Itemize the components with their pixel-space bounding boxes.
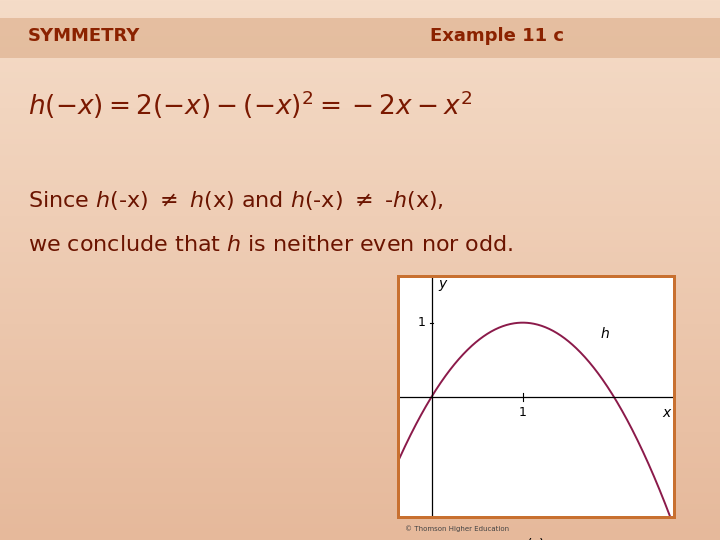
Text: (c): (c) bbox=[527, 537, 546, 540]
Bar bbox=[397, 275, 676, 519]
Text: Since $h$(-x) $\neq$ $h$(x) and $h$(-x) $\neq$ -$h$(x),: Since $h$(-x) $\neq$ $h$(x) and $h$(-x) … bbox=[28, 188, 444, 212]
Text: Example 11 c: Example 11 c bbox=[430, 27, 564, 45]
Text: 1: 1 bbox=[418, 316, 425, 329]
Text: h: h bbox=[600, 327, 609, 341]
Text: SYMMETRY: SYMMETRY bbox=[28, 27, 140, 45]
Text: 1: 1 bbox=[519, 406, 526, 419]
Text: x: x bbox=[662, 406, 671, 420]
Text: $h(-x) = 2(-x) - (-x)^{2} = -2x - x^{2}$: $h(-x) = 2(-x) - (-x)^{2} = -2x - x^{2}$ bbox=[28, 89, 472, 122]
Bar bbox=[0, 18, 720, 58]
Text: © Thomson Higher Education: © Thomson Higher Education bbox=[405, 525, 509, 532]
Text: y: y bbox=[438, 277, 446, 291]
Text: we conclude that $h$ is neither even nor odd.: we conclude that $h$ is neither even nor… bbox=[28, 235, 513, 255]
